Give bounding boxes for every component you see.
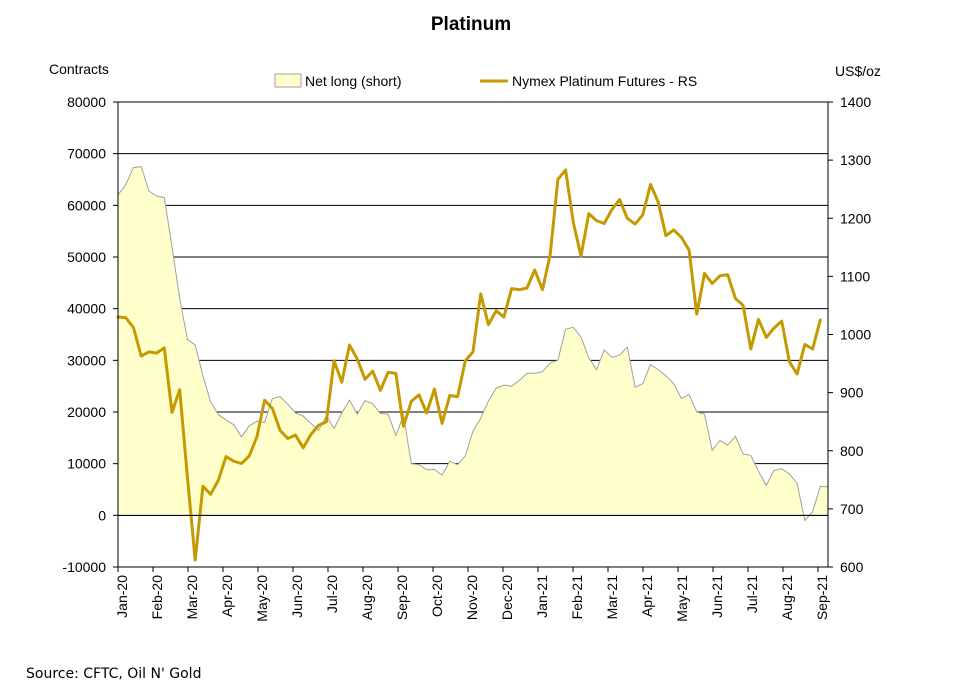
left-tick-label: 50000 xyxy=(67,249,106,265)
x-tick-label: Jan-21 xyxy=(534,575,550,618)
net-long-outline xyxy=(117,166,829,522)
x-tick-label: May-21 xyxy=(674,575,690,622)
left-tick-label: 40000 xyxy=(67,301,106,317)
x-tick-label: Feb-20 xyxy=(149,575,165,620)
x-tick-label: Aug-21 xyxy=(779,575,795,620)
x-tick-label: Jun-21 xyxy=(709,575,725,618)
right-tick-label: 1400 xyxy=(840,94,871,110)
left-tick-label: -10000 xyxy=(62,559,106,575)
right-tick-label: 1300 xyxy=(840,152,871,168)
x-tick-label: Aug-20 xyxy=(359,575,375,620)
right-tick-label: 800 xyxy=(840,443,864,459)
left-tick-label: 60000 xyxy=(67,197,106,213)
x-tick-label: Sep-20 xyxy=(394,575,410,620)
right-tick-label: 900 xyxy=(840,385,864,401)
right-axis-unit-label: US$/oz xyxy=(835,63,881,79)
x-tick-label: May-20 xyxy=(254,575,270,622)
x-tick-label: Jul-20 xyxy=(324,575,340,613)
right-tick-label: 1200 xyxy=(840,210,871,226)
right-axis-ticks: 600 700 800 900 1000 1100 1200 1300 1400 xyxy=(828,94,871,575)
right-tick-label: 1000 xyxy=(840,327,871,343)
net-long-area-layer xyxy=(117,166,829,522)
left-tick-label: 20000 xyxy=(67,404,106,420)
legend-label-net-long: Net long (short) xyxy=(305,73,401,89)
source-note: Source: CFTC, Oil N' Gold xyxy=(26,666,201,682)
price-line xyxy=(116,168,822,562)
x-tick-label: Jun-20 xyxy=(289,575,305,618)
x-axis-ticks: Jan-20 Feb-20 Mar-20 Apr-20 May-20 Jun-20 Jul-… xyxy=(114,567,830,622)
chart-title: Platinum xyxy=(431,14,511,35)
x-tick-label: Sep-21 xyxy=(814,575,830,620)
left-tick-label: 10000 xyxy=(67,456,106,472)
right-tick-label: 1100 xyxy=(840,268,870,284)
price-line-layer xyxy=(116,168,822,562)
left-tick-label: 80000 xyxy=(67,94,106,110)
x-tick-label: Apr-20 xyxy=(219,575,235,617)
x-tick-label: Mar-21 xyxy=(604,575,620,620)
left-tick-label: 30000 xyxy=(67,352,106,368)
legend-label-price: Nymex Platinum Futures - RS xyxy=(512,73,697,89)
right-tick-label: 700 xyxy=(840,501,864,517)
net-long-area xyxy=(118,166,828,521)
left-axis-ticks: -10000 0 10000 20000 30000 40000 50000 60000 700… xyxy=(62,94,118,575)
left-tick-label: 0 xyxy=(98,507,106,523)
x-tick-label: Jan-20 xyxy=(114,575,130,618)
x-tick-label: Nov-20 xyxy=(464,575,480,620)
left-axis-unit-label: Contracts xyxy=(49,61,109,77)
legend-swatch-net-long xyxy=(274,73,302,88)
x-tick-label: Oct-20 xyxy=(429,575,445,617)
axes xyxy=(117,102,829,568)
x-tick-label: Dec-20 xyxy=(499,575,515,620)
right-tick-label: 600 xyxy=(840,559,864,575)
x-tick-label: Mar-20 xyxy=(184,575,200,620)
legend: Net long (short) Nymex Platinum Futures … xyxy=(274,73,697,89)
x-tick-label: Apr-21 xyxy=(639,575,655,617)
x-tick-label: Jul-21 xyxy=(744,575,760,613)
left-tick-label: 70000 xyxy=(67,146,106,162)
x-tick-label: Feb-21 xyxy=(569,575,585,620)
